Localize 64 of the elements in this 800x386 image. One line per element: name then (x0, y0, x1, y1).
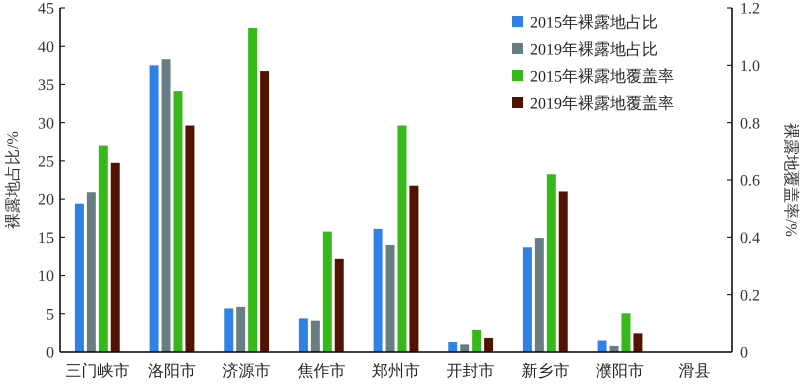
bar (248, 28, 258, 352)
y2-tick-label: 0.4 (740, 230, 760, 247)
bar (472, 330, 482, 352)
y2-tick-label: 1.2 (740, 0, 760, 18)
bar (322, 232, 332, 352)
y-tick-label: 45 (38, 0, 54, 18)
y-tick-label: 5 (46, 306, 54, 324)
y-tick-label: 20 (38, 192, 54, 209)
bar (409, 186, 418, 352)
bar (460, 344, 470, 352)
x-tick-label: 郑州市 (372, 362, 420, 380)
bar (546, 174, 556, 352)
bar (110, 162, 120, 352)
y-tick-label: 30 (38, 115, 54, 132)
legend-label: 2019年裸露地覆盖率 (530, 94, 674, 113)
bar (224, 308, 234, 352)
x-tick-label: 新乡市 (521, 362, 570, 380)
bar (74, 204, 84, 352)
bar (448, 342, 458, 352)
bar (534, 238, 544, 352)
bar (150, 65, 159, 352)
y2-tick-label: 0 (740, 344, 748, 362)
bar (173, 91, 182, 352)
x-tick-label: 开封市 (446, 362, 495, 380)
bar (236, 306, 246, 352)
y2-axis-title: 裸露地覆盖率/% (782, 123, 800, 237)
bar (522, 247, 532, 352)
bar (386, 244, 395, 352)
bar (86, 192, 96, 352)
y2-tick-label: 1.0 (740, 58, 760, 75)
y-tick-label: 35 (38, 77, 54, 94)
legend-label: 2019年裸露地占比 (530, 40, 658, 59)
bar (260, 71, 270, 352)
legend-label: 2015年裸露地占比 (530, 14, 658, 32)
legend-label: 2015年裸露地覆盖率 (530, 68, 674, 86)
bar (185, 126, 194, 352)
y-tick-label: 0 (46, 344, 54, 362)
y-axis-title: 裸露地占比/% (4, 131, 22, 229)
x-tick-label: 洛阳市 (148, 362, 196, 380)
x-tick-label: 濮阳市 (596, 362, 644, 380)
x-tick-label: 三门峡市 (65, 362, 130, 380)
x-tick-label: 滑县 (678, 363, 711, 380)
x-tick-label: 焦作市 (297, 362, 346, 380)
bar (633, 333, 642, 352)
x-tick-label: 济源市 (222, 362, 271, 380)
y-tick-label: 10 (38, 268, 54, 286)
bar (310, 320, 320, 352)
bar (621, 313, 630, 352)
bar (334, 258, 344, 352)
y-tick-label: 40 (38, 38, 54, 56)
y-tick-label: 25 (38, 153, 54, 170)
y-tick-label: 15 (38, 230, 54, 247)
bar (162, 59, 171, 352)
bar (298, 318, 308, 352)
bar (397, 126, 406, 352)
bar (374, 228, 383, 352)
bar (484, 338, 494, 352)
y2-tick-label: 0.8 (740, 115, 760, 132)
bar (98, 146, 108, 352)
y2-tick-label: 0.6 (740, 172, 760, 190)
bar (558, 191, 568, 352)
bar (598, 340, 607, 352)
bar (610, 346, 619, 352)
y2-tick-label: 0.2 (740, 287, 760, 304)
